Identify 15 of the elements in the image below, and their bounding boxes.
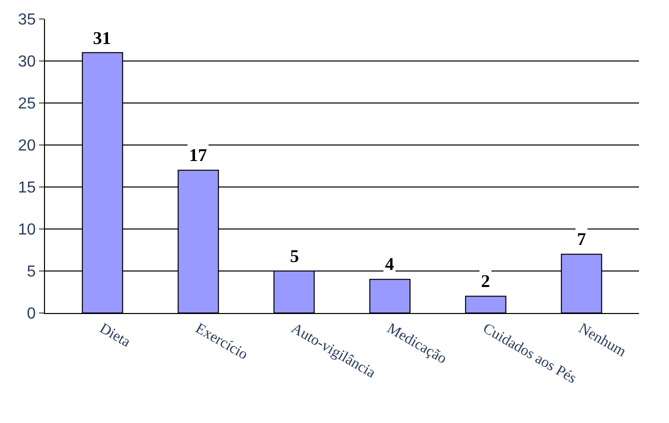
y-tick-label: 35 <box>18 12 36 29</box>
x-tick-label: Dieta <box>96 320 134 351</box>
y-tick-label: 20 <box>18 138 36 155</box>
y-tick-label: 30 <box>18 54 36 71</box>
y-tick-label: 15 <box>18 180 36 197</box>
y-tick-label: 10 <box>18 222 36 239</box>
data-label: 7 <box>577 229 586 249</box>
y-tick-label: 5 <box>26 264 36 281</box>
y-tick-label: 0 <box>26 306 36 323</box>
data-label: 5 <box>290 246 299 266</box>
data-label: 2 <box>481 271 490 291</box>
y-tick-label: 25 <box>18 96 36 113</box>
data-label: 17 <box>189 145 207 165</box>
data-label: 4 <box>385 254 394 274</box>
data-label: 31 <box>93 28 111 48</box>
